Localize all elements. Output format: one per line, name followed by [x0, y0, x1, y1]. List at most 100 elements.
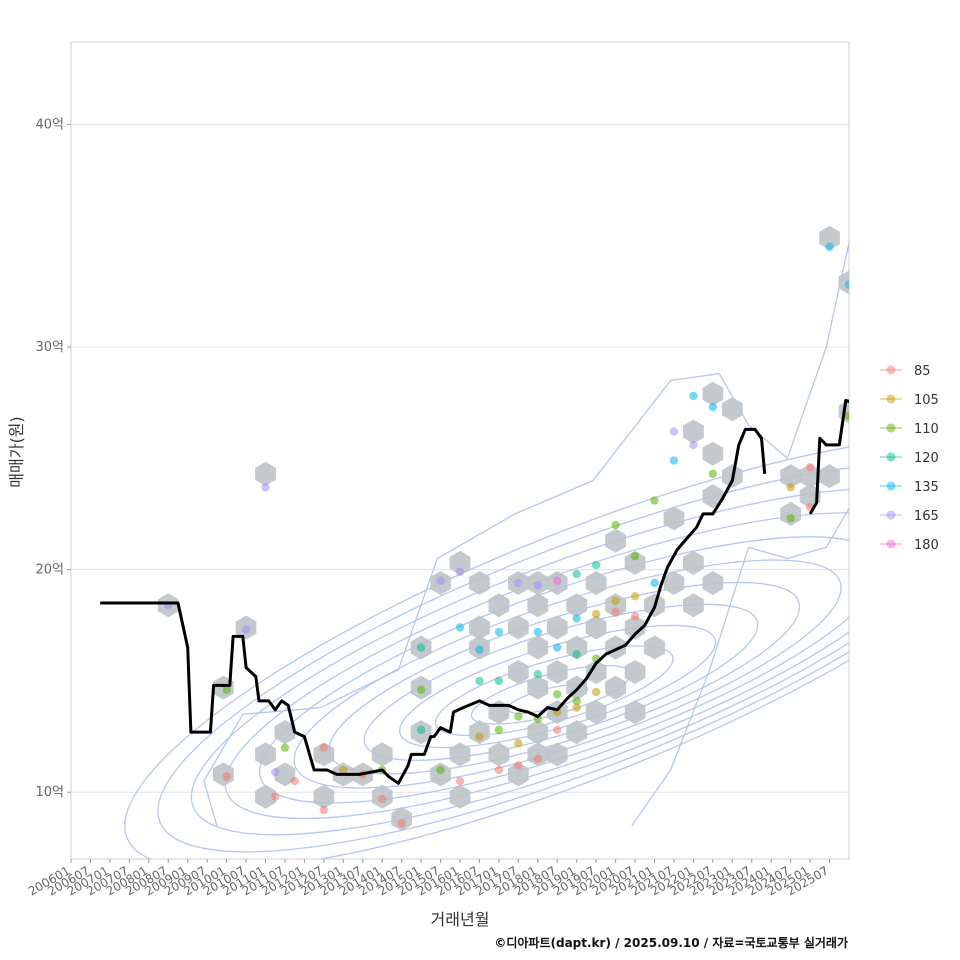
trade-point — [319, 805, 329, 815]
hexbin-cell — [391, 806, 412, 831]
trade-point — [805, 462, 815, 472]
hexbin-cell — [585, 615, 607, 640]
hexbin-cell — [683, 419, 704, 444]
hexbin-cell — [255, 742, 276, 767]
trade-point — [553, 690, 562, 699]
legend: 85 105 110 120 135 165 180 — [880, 364, 939, 553]
hexbin-cell — [469, 571, 490, 595]
trade-point — [271, 792, 280, 801]
trade-point — [825, 242, 834, 252]
y-tick-label: 10억 — [35, 785, 64, 800]
hexbin-cell — [878, 313, 899, 337]
trade-point — [533, 754, 542, 764]
trade-point — [494, 765, 504, 775]
trade-point — [416, 685, 426, 695]
trade-point — [844, 280, 849, 289]
hexbin-cell — [605, 675, 626, 700]
contour-ring — [190, 487, 849, 836]
hexbin-cell — [605, 528, 626, 553]
legend-label: 165 — [914, 509, 939, 524]
trade-point — [514, 761, 523, 770]
trade-point — [533, 627, 542, 637]
hexbin-cell — [624, 550, 646, 575]
contour-ring — [124, 436, 849, 859]
y-tick-label: 30억 — [35, 340, 64, 355]
hexbin-cell — [449, 550, 471, 575]
trade-point — [455, 567, 465, 577]
trade-point — [416, 643, 426, 652]
trade-point — [572, 649, 581, 659]
y-tick-label: 20억 — [35, 563, 64, 578]
trade-point — [708, 469, 718, 479]
source-caption: ©디아파트(dapt.kr) / 2025.09.10 / 자료=국토교통부 실… — [494, 935, 848, 950]
legend-label: 180 — [914, 538, 939, 553]
hexbin-cell — [274, 762, 296, 787]
trade-point — [475, 645, 484, 654]
contour-outer — [203, 240, 849, 826]
hexbin-cell — [527, 675, 549, 700]
hexbin-cell — [313, 742, 335, 767]
trade-point — [455, 776, 465, 786]
hexbin-cell — [527, 593, 549, 618]
hexbin-cell — [469, 615, 490, 640]
hexbin-cell — [702, 571, 724, 595]
trade-point — [553, 725, 562, 735]
hexbin-cell — [508, 660, 529, 684]
trade-point — [475, 676, 484, 686]
hexbin-cell — [702, 484, 724, 509]
trade-point — [786, 514, 795, 523]
hexbin-cell — [624, 660, 646, 684]
trade-point — [475, 732, 484, 741]
legend-label: 105 — [914, 393, 939, 408]
trade-point — [436, 765, 445, 775]
trade-point — [514, 739, 523, 748]
contour-ring — [258, 536, 849, 804]
trade-point — [241, 625, 251, 634]
hexbin-cell — [819, 225, 840, 250]
hexbin-cell — [255, 461, 276, 486]
hexbin-cell — [721, 397, 743, 422]
hexbin-cell — [858, 181, 879, 205]
hexbin-cell — [897, 141, 918, 165]
trade-point — [339, 765, 348, 775]
trade-point — [611, 607, 620, 617]
hexbin-cell — [858, 335, 879, 359]
hexbin-cell — [430, 762, 451, 787]
trade-point — [884, 300, 892, 308]
trade-point — [611, 520, 620, 530]
hexbin-cell — [527, 742, 549, 767]
hexbin-cell — [546, 615, 568, 640]
hexbin-cell — [799, 464, 821, 489]
hexbin-cell — [663, 571, 685, 595]
legend-key-point — [886, 365, 896, 375]
median-line-segment — [100, 427, 767, 785]
trade-point — [903, 285, 911, 293]
hexbin-cell — [624, 700, 646, 725]
hexbin-cell — [566, 720, 588, 745]
hexbin-cell — [449, 784, 471, 809]
hexbin-cell — [508, 762, 529, 787]
trade-point — [689, 391, 698, 401]
legend-label: 110 — [914, 422, 939, 437]
trade-point — [591, 560, 601, 570]
trade-point — [494, 676, 504, 686]
legend-label: 135 — [914, 480, 939, 495]
hexbin-cell — [838, 270, 849, 295]
contour-ring — [157, 462, 849, 853]
hexbin-cell — [897, 268, 918, 292]
hexbin-cell — [780, 464, 801, 489]
trade-point — [514, 712, 523, 721]
hexbin-cell — [683, 550, 704, 575]
legend-key-point — [886, 394, 896, 404]
trade-point — [630, 552, 640, 561]
hexbin-cell — [449, 742, 471, 767]
trade-point — [591, 609, 601, 619]
hexbin-cell — [858, 291, 879, 315]
trade-point — [572, 703, 581, 712]
hexbin-cell — [858, 357, 879, 381]
trade-point — [611, 596, 620, 605]
hexbin-cell — [313, 784, 335, 809]
trade-point — [844, 411, 849, 421]
trade-point — [416, 725, 426, 735]
